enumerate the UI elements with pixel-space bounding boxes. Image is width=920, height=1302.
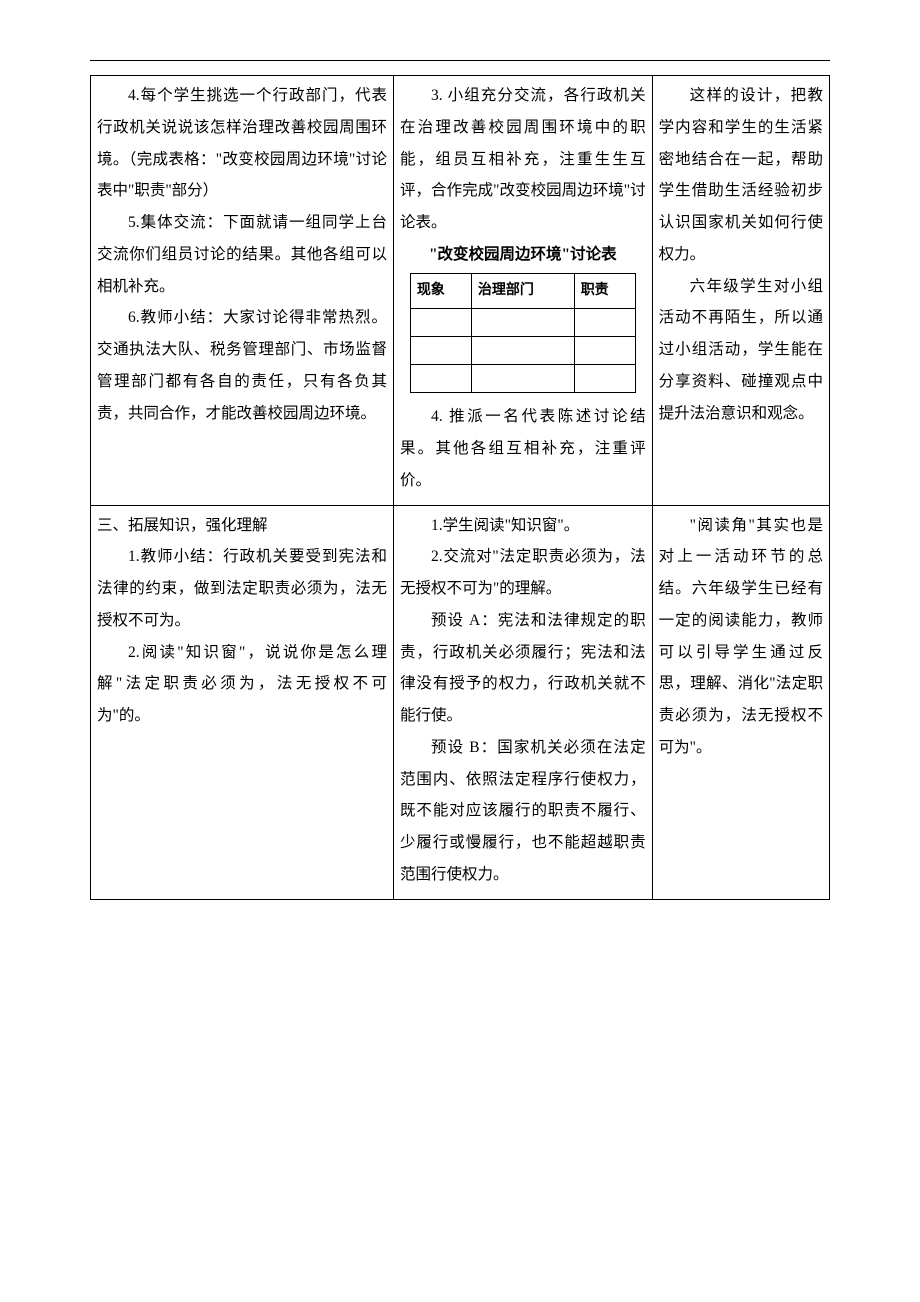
row1-teacher-activity: 4.每个学生挑选一个行政部门，代表行政机关说说该怎样治理改善校园周围环境。（完成… (91, 76, 394, 506)
discussion-worksheet-table: 现象 治理部门 职责 (410, 273, 636, 394)
table-row: 三、拓展知识，强化理解 1.教师小结：行政机关要受到宪法和法律的约束，做到法定职… (91, 505, 830, 899)
para-r2c2-B: 预设 B：国家机关必须在法定范围内、依照法定程序行使权力，既不能对应该履行的职责… (400, 732, 646, 891)
inner-th-department: 治理部门 (471, 273, 574, 309)
inner-empty-row (410, 365, 635, 393)
inner-header-row: 现象 治理部门 职责 (410, 273, 635, 309)
row2-teacher-activity: 三、拓展知识，强化理解 1.教师小结：行政机关要受到宪法和法律的约束，做到法定职… (91, 505, 394, 899)
para-r1c1-6: 6.教师小结：大家讨论得非常热烈。交通执法大队、税务管理部门、市场监督管理部门都… (97, 302, 387, 429)
inner-table-caption: "改变校园周边环境"讨论表 (400, 239, 646, 271)
para-r1c3-2: 六年级学生对小组活动不再陌生，所以通过小组活动，学生能在分享资料、碰撞观点中提升… (659, 271, 823, 430)
row2-student-activity: 1.学生阅读"知识窗"。 2.交流对"法定职责必须为，法无授权不可为"的理解。 … (393, 505, 652, 899)
inner-th-duty: 职责 (574, 273, 635, 309)
top-rule (90, 60, 830, 61)
section-heading-3: 三、拓展知识，强化理解 (97, 510, 387, 542)
inner-th-phenomenon: 现象 (410, 273, 471, 309)
para-r2c3-1: "阅读角"其实也是对上一活动环节的总结。六年级学生已经有一定的阅读能力，教师可以… (659, 510, 823, 764)
para-r2c2-A: 预设 A：宪法和法律规定的职责，行政机关必须履行；宪法和法律没有授予的权力，行政… (400, 605, 646, 732)
inner-empty-row (410, 337, 635, 365)
para-r1c2-4: 4. 推派一名代表陈述讨论结果。其他各组互相补充，注重评价。 (400, 401, 646, 496)
row1-student-activity: 3. 小组充分交流，各行政机关在治理改善校园周围环境中的职能，组员互相补充，注重… (393, 76, 652, 506)
para-r1c1-5: 5.集体交流：下面就请一组同学上台交流你们组员讨论的结果。其他各组可以相机补充。 (97, 207, 387, 302)
lesson-plan-table: 4.每个学生挑选一个行政部门，代表行政机关说说该怎样治理改善校园周围环境。（完成… (90, 75, 830, 900)
row2-design-intent: "阅读角"其实也是对上一活动环节的总结。六年级学生已经有一定的阅读能力，教师可以… (652, 505, 829, 899)
para-r1c2-3: 3. 小组充分交流，各行政机关在治理改善校园周围环境中的职能，组员互相补充，注重… (400, 80, 646, 239)
para-r2c1-2: 2.阅读"知识窗"，说说你是怎么理解"法定职责必须为，法无授权不可为"的。 (97, 637, 387, 732)
para-r2c1-1: 1.教师小结：行政机关要受到宪法和法律的约束，做到法定职责必须为，法无授权不可为… (97, 541, 387, 636)
row1-design-intent: 这样的设计，把教学内容和学生的生活紧密地结合在一起，帮助学生借助生活经验初步认识… (652, 76, 829, 506)
para-r2c2-2: 2.交流对"法定职责必须为，法无授权不可为"的理解。 (400, 541, 646, 605)
table-row: 4.每个学生挑选一个行政部门，代表行政机关说说该怎样治理改善校园周围环境。（完成… (91, 76, 830, 506)
inner-empty-row (410, 309, 635, 337)
para-r2c2-1: 1.学生阅读"知识窗"。 (400, 510, 646, 542)
para-r1c3-1: 这样的设计，把教学内容和学生的生活紧密地结合在一起，帮助学生借助生活经验初步认识… (659, 80, 823, 271)
para-r1c1-4: 4.每个学生挑选一个行政部门，代表行政机关说说该怎样治理改善校园周围环境。（完成… (97, 80, 387, 207)
